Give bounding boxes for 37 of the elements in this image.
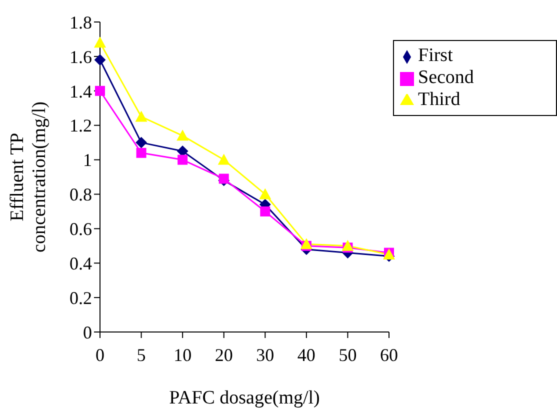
point xyxy=(136,137,147,148)
legend-label: First xyxy=(418,45,453,66)
y-tick-label: 1.4 xyxy=(70,81,92,102)
x-tick-label: 20 xyxy=(214,344,233,365)
point xyxy=(218,174,229,184)
legend-label: Third xyxy=(418,89,460,110)
point xyxy=(260,206,270,216)
y-tick-label: 1.8 xyxy=(70,12,92,32)
x-tick-label: 5 xyxy=(136,344,146,365)
y-tick-label: 0.6 xyxy=(70,219,92,240)
x-axis-title: PAFC dosage(mg/l) xyxy=(169,387,320,408)
point xyxy=(94,54,106,66)
x-tick-label: 60 xyxy=(380,344,398,365)
point xyxy=(95,86,105,96)
point xyxy=(218,154,230,165)
point xyxy=(342,240,354,251)
point xyxy=(136,148,146,158)
x-tick-label: 0 xyxy=(96,344,104,365)
y-tick-label: 1.2 xyxy=(70,116,92,136)
x-tick-label: 30 xyxy=(256,344,274,365)
y-tick-label: 1.6 xyxy=(70,46,92,67)
point xyxy=(300,238,312,250)
y-tick-label: 0 xyxy=(83,322,92,342)
x-tick-label: 40 xyxy=(297,344,316,365)
y-tick-label: 1 xyxy=(83,150,92,170)
point xyxy=(135,110,148,122)
point xyxy=(94,36,106,48)
x-tick-label: 50 xyxy=(338,344,357,365)
point xyxy=(259,188,272,200)
point xyxy=(178,154,188,165)
legend-label: Second xyxy=(418,67,474,88)
y-tick-label: 0.2 xyxy=(70,288,92,308)
x-tick-label: 10 xyxy=(174,344,192,365)
y-tick-label: 0.8 xyxy=(70,184,92,205)
y-axis-title: Effluent TP concentration(mg/l) xyxy=(7,102,50,252)
y-tick-label: 0.4 xyxy=(70,254,92,274)
point xyxy=(176,130,189,141)
